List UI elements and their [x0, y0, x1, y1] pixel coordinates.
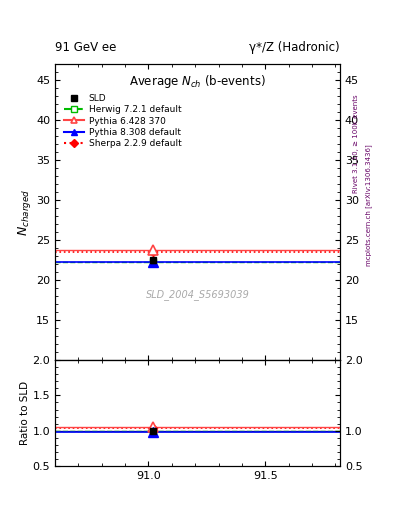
Text: Average $N_{ch}$ (b-events): Average $N_{ch}$ (b-events) — [129, 73, 266, 90]
Text: 91 GeV ee: 91 GeV ee — [55, 41, 116, 54]
Text: SLD_2004_S5693039: SLD_2004_S5693039 — [145, 290, 250, 301]
Text: mcplots.cern.ch [arXiv:1306.3436]: mcplots.cern.ch [arXiv:1306.3436] — [365, 144, 372, 266]
Text: γ*/Z (Hadronic): γ*/Z (Hadronic) — [249, 41, 340, 54]
Y-axis label: $N_{charged}$: $N_{charged}$ — [16, 188, 33, 236]
Legend: SLD, Herwig 7.2.1 default, Pythia 6.428 370, Pythia 8.308 default, Sherpa 2.2.9 : SLD, Herwig 7.2.1 default, Pythia 6.428 … — [62, 92, 183, 150]
Y-axis label: Ratio to SLD: Ratio to SLD — [20, 381, 29, 445]
Text: Rivet 3.1.10, ≥ 100k events: Rivet 3.1.10, ≥ 100k events — [353, 94, 359, 193]
